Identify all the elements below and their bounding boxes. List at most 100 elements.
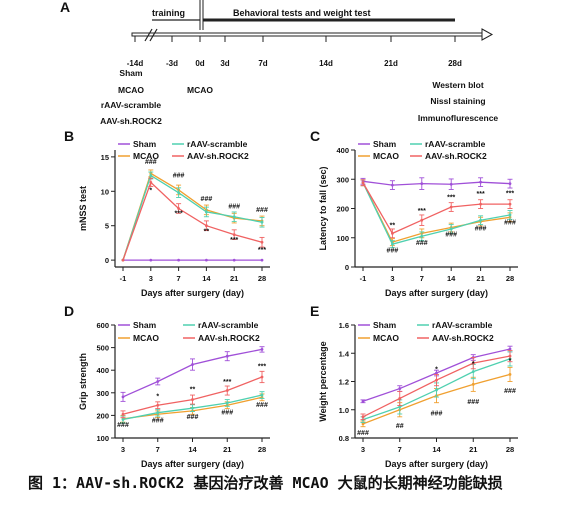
data-point	[121, 418, 125, 421]
significance-label: **	[390, 223, 396, 230]
x-tick-label: 28	[258, 274, 266, 283]
y-axis-title: Grip strength	[78, 353, 88, 410]
data-point	[260, 375, 264, 379]
data-point	[191, 398, 194, 401]
significance-label: ***	[230, 237, 238, 244]
timeline-axis	[131, 32, 483, 37]
significance-label: ***	[223, 379, 231, 386]
significance-label: ###	[504, 220, 516, 227]
data-point	[508, 213, 512, 217]
x-tick-label: 14	[188, 445, 197, 454]
significance-label: ###	[256, 402, 268, 409]
y-tick-label: 500	[96, 344, 109, 353]
data-point	[260, 258, 264, 262]
x-tick-label: 28	[506, 274, 514, 283]
data-point	[471, 361, 475, 365]
significance-label: ###	[221, 409, 233, 416]
significance-label: ###	[256, 207, 268, 214]
data-point	[449, 182, 453, 186]
data-point	[471, 370, 475, 374]
data-point	[156, 380, 160, 383]
y-tick-label: 0	[105, 256, 109, 265]
data-point	[479, 218, 482, 222]
significance-label: ###	[445, 231, 457, 238]
data-point	[398, 405, 402, 409]
significance-label: ***	[447, 195, 455, 202]
legend-label: MCAO	[133, 151, 159, 161]
y-tick-label: 5	[105, 222, 109, 231]
data-point	[225, 401, 229, 405]
assay-label: Immunoflurescence	[418, 113, 499, 123]
significance-label: ###	[416, 240, 428, 247]
y-tick-label: 0.8	[339, 434, 349, 443]
x-tick-label: 21	[223, 445, 231, 454]
x-tick-label: 14	[447, 274, 456, 283]
data-point	[361, 399, 365, 403]
y-axis-title: mNSS test	[78, 186, 88, 231]
data-point	[177, 207, 181, 210]
data-point	[121, 258, 125, 262]
x-tick-label: 14	[202, 274, 211, 283]
x-tick-label: 28	[506, 445, 514, 454]
significance-label: ***	[477, 191, 485, 198]
timeline-tick-label: 0d	[195, 59, 204, 68]
data-point	[391, 242, 394, 246]
figure-caption: 图 1：AAV-sh.ROCK2 基因治疗改善 MCAO 大鼠的长期神经功能缺损	[28, 474, 503, 492]
legend-label: MCAO	[373, 333, 399, 343]
timeline-tick-label: 21d	[384, 59, 398, 68]
group-label: Sham	[119, 68, 143, 78]
legend-label: AAV-sh.ROCK2	[187, 151, 249, 161]
legend-label: MCAO	[373, 151, 399, 161]
y-tick-label: 1.0	[339, 406, 349, 415]
legend-label: Sham	[373, 139, 397, 149]
significance-label: **	[190, 387, 196, 394]
legend-label: Sham	[133, 320, 157, 330]
panel-a-letter: A	[60, 0, 70, 15]
data-point	[225, 354, 229, 358]
significance-label: ###	[201, 196, 213, 203]
x-tick-label: 3	[390, 274, 394, 283]
data-point	[205, 224, 208, 228]
timeline-tick-label: -14d	[127, 59, 144, 68]
data-point	[232, 215, 236, 219]
data-point	[191, 406, 194, 410]
legend-label: MCAO	[133, 333, 159, 343]
significance-label: ***	[258, 364, 266, 371]
y-axis-title: Weight percentage	[318, 341, 328, 421]
significance-label: ***	[418, 208, 426, 215]
legend-label: rAAV-scramble	[432, 320, 493, 330]
data-point	[479, 180, 482, 184]
y-tick-label: 100	[96, 434, 109, 443]
significance-label: *	[472, 361, 475, 368]
data-point	[177, 258, 181, 262]
x-tick-label: 28	[258, 445, 266, 454]
legend-label: rAAV-scramble	[425, 139, 486, 149]
significance-label: ###	[173, 173, 185, 180]
x-tick-label: 3	[149, 274, 153, 283]
chart-b: B 0 5 10 15 -1 3 7 14 21 28 Days after surgery (day…	[64, 128, 270, 298]
group-label: AAV-sh.ROCK2	[100, 116, 162, 126]
x-tick-label: 21	[476, 274, 484, 283]
x-tick-label: 21	[230, 274, 238, 283]
data-point	[260, 220, 264, 224]
data-point	[177, 191, 181, 195]
y-tick-label: 15	[101, 153, 109, 162]
data-point	[205, 210, 208, 214]
data-point	[508, 354, 512, 358]
y-tick-label: 200	[96, 411, 109, 420]
axis-break-mark	[144, 28, 158, 42]
significance-label: *	[156, 393, 159, 400]
legend-label: AAV-sh.ROCK2	[425, 151, 487, 161]
data-point	[232, 258, 236, 262]
y-tick-label: 100	[336, 234, 349, 243]
significance-label: *	[149, 188, 152, 195]
y-tick-label: 1.2	[339, 378, 349, 387]
data-point	[260, 393, 264, 397]
data-point	[508, 373, 512, 376]
series-line-sham	[362, 180, 511, 186]
group-label: rAAV-scramble	[101, 100, 162, 110]
significance-label: ###	[431, 410, 443, 417]
assay-label: Nissl staining	[430, 96, 485, 106]
timeline-arrowhead	[481, 28, 494, 41]
